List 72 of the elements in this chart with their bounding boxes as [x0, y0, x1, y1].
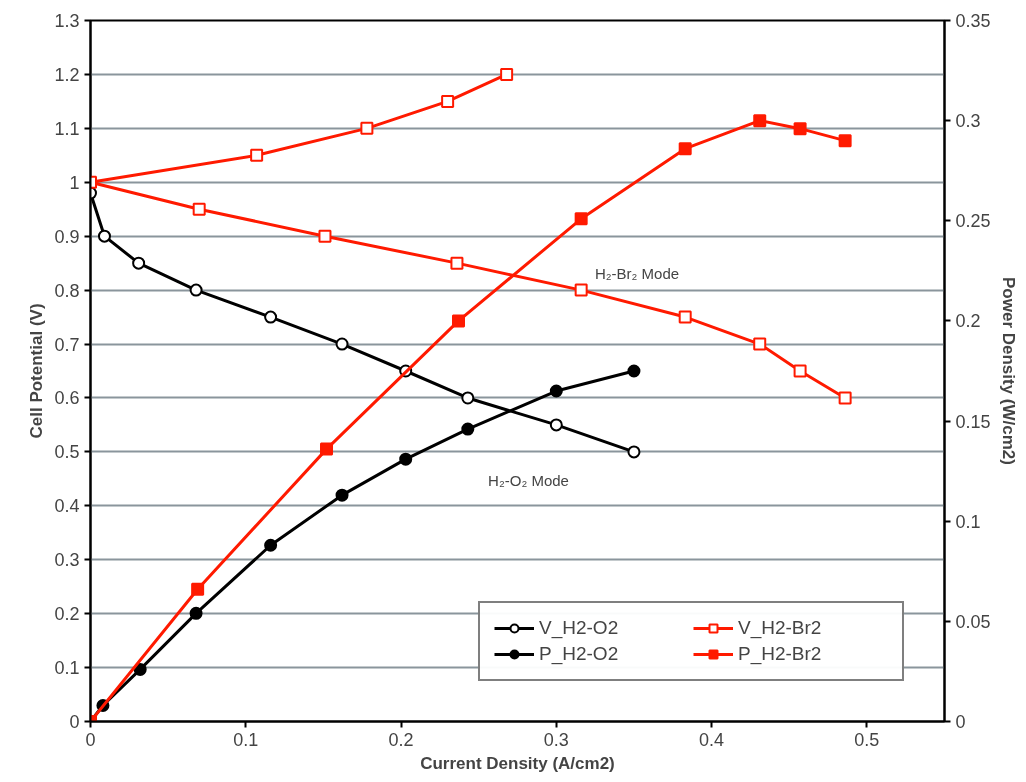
- y-tick-label: 0.4: [54, 496, 80, 517]
- y2-tick-label: 0.1: [955, 511, 981, 532]
- y-tick-label: 1: [69, 172, 80, 193]
- point: [461, 422, 475, 436]
- point: [192, 202, 206, 216]
- y2-tick-label: 0.25: [955, 211, 991, 232]
- y2-tick-label: 0.2: [955, 311, 981, 332]
- point: [678, 310, 692, 324]
- point: [838, 134, 852, 148]
- legend-label: V_H2-Br2: [738, 617, 823, 639]
- y-tick-label: 0: [69, 712, 80, 732]
- point: [461, 391, 475, 405]
- point: [250, 148, 264, 162]
- point: [678, 142, 692, 156]
- y2-axis-title: Power Density (W/cm2): [998, 277, 1018, 466]
- annotation: H₂-O₂ Mode: [488, 471, 569, 489]
- y2-tick-label: 0.05: [955, 611, 991, 632]
- x-axis-title: Current Density (A/cm2): [420, 753, 615, 773]
- legend-label: P_H2-Br2: [738, 643, 823, 665]
- y2-tick-label: 0.3: [955, 111, 981, 132]
- point: [549, 418, 563, 432]
- y-tick-label: 0.3: [54, 550, 80, 571]
- point: [753, 114, 767, 128]
- point: [320, 442, 334, 456]
- y-tick-label: 0.6: [54, 388, 80, 409]
- legend-label: V_H2-O2: [539, 617, 620, 639]
- y-tick-label: 1.2: [54, 64, 80, 85]
- point: [793, 122, 807, 136]
- point: [450, 256, 464, 270]
- point: [132, 256, 146, 270]
- point: [627, 364, 641, 378]
- y-tick-label: 0.9: [54, 226, 80, 247]
- annotation: H₂-Br₂ Mode: [594, 265, 680, 282]
- point: [189, 283, 203, 297]
- y2-tick-label: 0.15: [955, 411, 991, 432]
- point: [574, 212, 588, 226]
- x-tick-label: 0.4: [699, 729, 725, 750]
- point: [335, 488, 349, 502]
- y-tick-label: 0.1: [54, 658, 80, 679]
- point: [264, 310, 278, 324]
- x-tick-label: 0.1: [233, 729, 259, 750]
- point: [627, 445, 641, 459]
- x-tick-label: 0.2: [388, 729, 414, 750]
- point: [793, 364, 807, 378]
- point: [264, 538, 278, 552]
- point: [838, 391, 852, 405]
- point: [189, 606, 203, 620]
- point: [191, 582, 205, 596]
- y-tick-label: 1.3: [54, 11, 80, 31]
- point: [97, 229, 111, 243]
- point: [452, 314, 465, 328]
- point: [753, 337, 767, 351]
- x-tick-label: 0.5: [854, 729, 880, 750]
- point: [360, 121, 374, 135]
- x-tick-label: 0: [85, 729, 96, 750]
- y-tick-label: 1.1: [54, 118, 80, 139]
- legend-label: P_H2-O2: [539, 643, 620, 665]
- y2-tick-label: 0: [955, 712, 966, 732]
- point: [574, 283, 588, 297]
- y2-tick-label: 0.35: [955, 11, 991, 31]
- point: [335, 337, 349, 351]
- point: [549, 384, 563, 398]
- point: [500, 67, 514, 81]
- point: [318, 229, 332, 243]
- point: [441, 94, 455, 108]
- y-tick-label: 0.2: [54, 604, 80, 625]
- y-axis-title: Cell Potential (V): [27, 303, 47, 439]
- y-tick-label: 0.5: [54, 442, 80, 463]
- x-tick-label: 0.3: [543, 729, 569, 750]
- y-tick-label: 0.8: [54, 280, 80, 301]
- y-tick-label: 0.7: [54, 334, 80, 355]
- point: [399, 452, 413, 466]
